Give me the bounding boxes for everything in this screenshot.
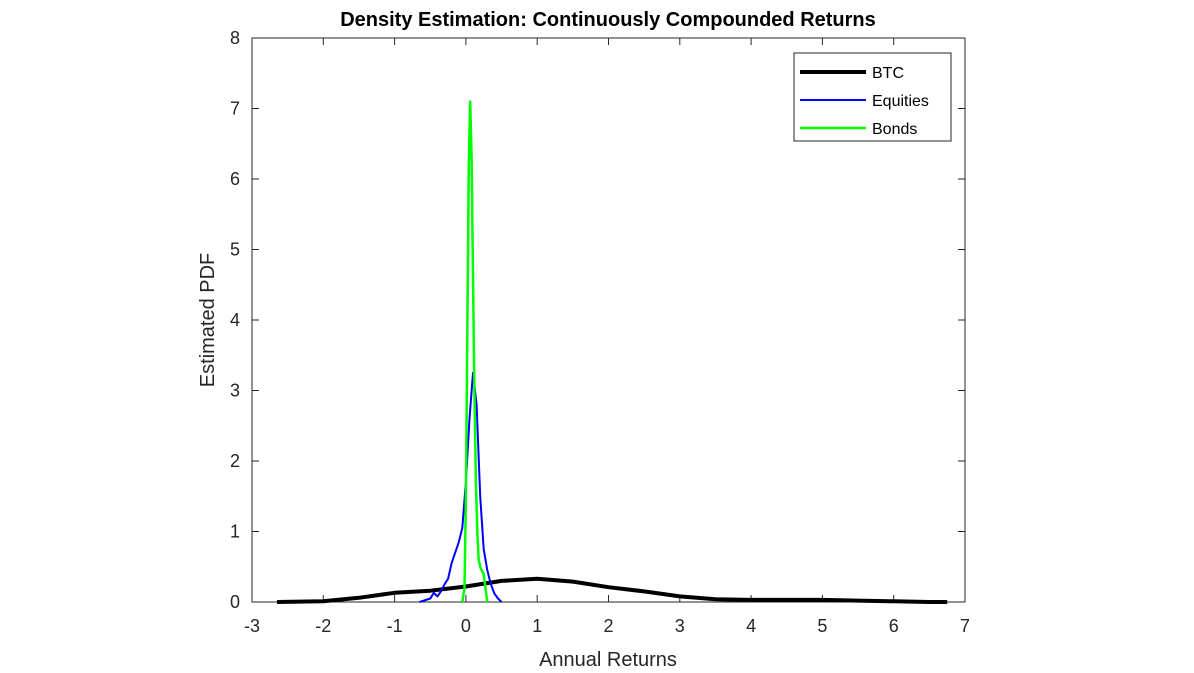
x-tick-label: -2	[315, 616, 331, 636]
legend: BTC Equities Bonds	[793, 52, 952, 142]
y-tick-label: 7	[230, 99, 240, 119]
y-axis: 0 1 2 3 4 5 6 7 8	[230, 28, 965, 612]
chart-title: Density Estimation: Continuously Compoun…	[340, 9, 876, 31]
x-tick-label: 4	[746, 616, 756, 636]
x-tick-label: 6	[889, 616, 899, 636]
x-axis-label: Annual Returns	[539, 649, 677, 671]
series-line-btc	[276, 576, 948, 604]
x-tick-label: 0	[461, 616, 471, 636]
y-tick-label: 4	[230, 310, 240, 330]
y-tick-label: 5	[230, 240, 240, 260]
x-tick-label: -1	[387, 616, 403, 636]
series-lines	[276, 100, 948, 604]
legend-label-equities: Equities	[872, 93, 929, 110]
x-tick-label: 5	[817, 616, 827, 636]
legend-label-bonds: Bonds	[872, 121, 917, 138]
y-tick-label: 1	[230, 522, 240, 542]
x-tick-label: -3	[244, 616, 260, 636]
y-tick-label: 8	[230, 28, 240, 48]
y-axis-label: Estimated PDF	[197, 253, 219, 387]
x-tick-label: 1	[532, 616, 542, 636]
y-tick-label: 2	[230, 451, 240, 471]
x-axis: -3 -2 -1 0 1 2 3 4 5 6 7	[244, 38, 970, 636]
y-tick-label: 3	[230, 381, 240, 401]
y-tick-label: 6	[230, 169, 240, 189]
legend-label-btc: BTC	[872, 65, 904, 82]
x-tick-label: 2	[603, 616, 613, 636]
legend-box	[793, 52, 952, 142]
y-tick-label: 0	[230, 592, 240, 612]
x-tick-label: 3	[675, 616, 685, 636]
series-line-bonds	[461, 100, 489, 603]
x-tick-label: 7	[960, 616, 970, 636]
